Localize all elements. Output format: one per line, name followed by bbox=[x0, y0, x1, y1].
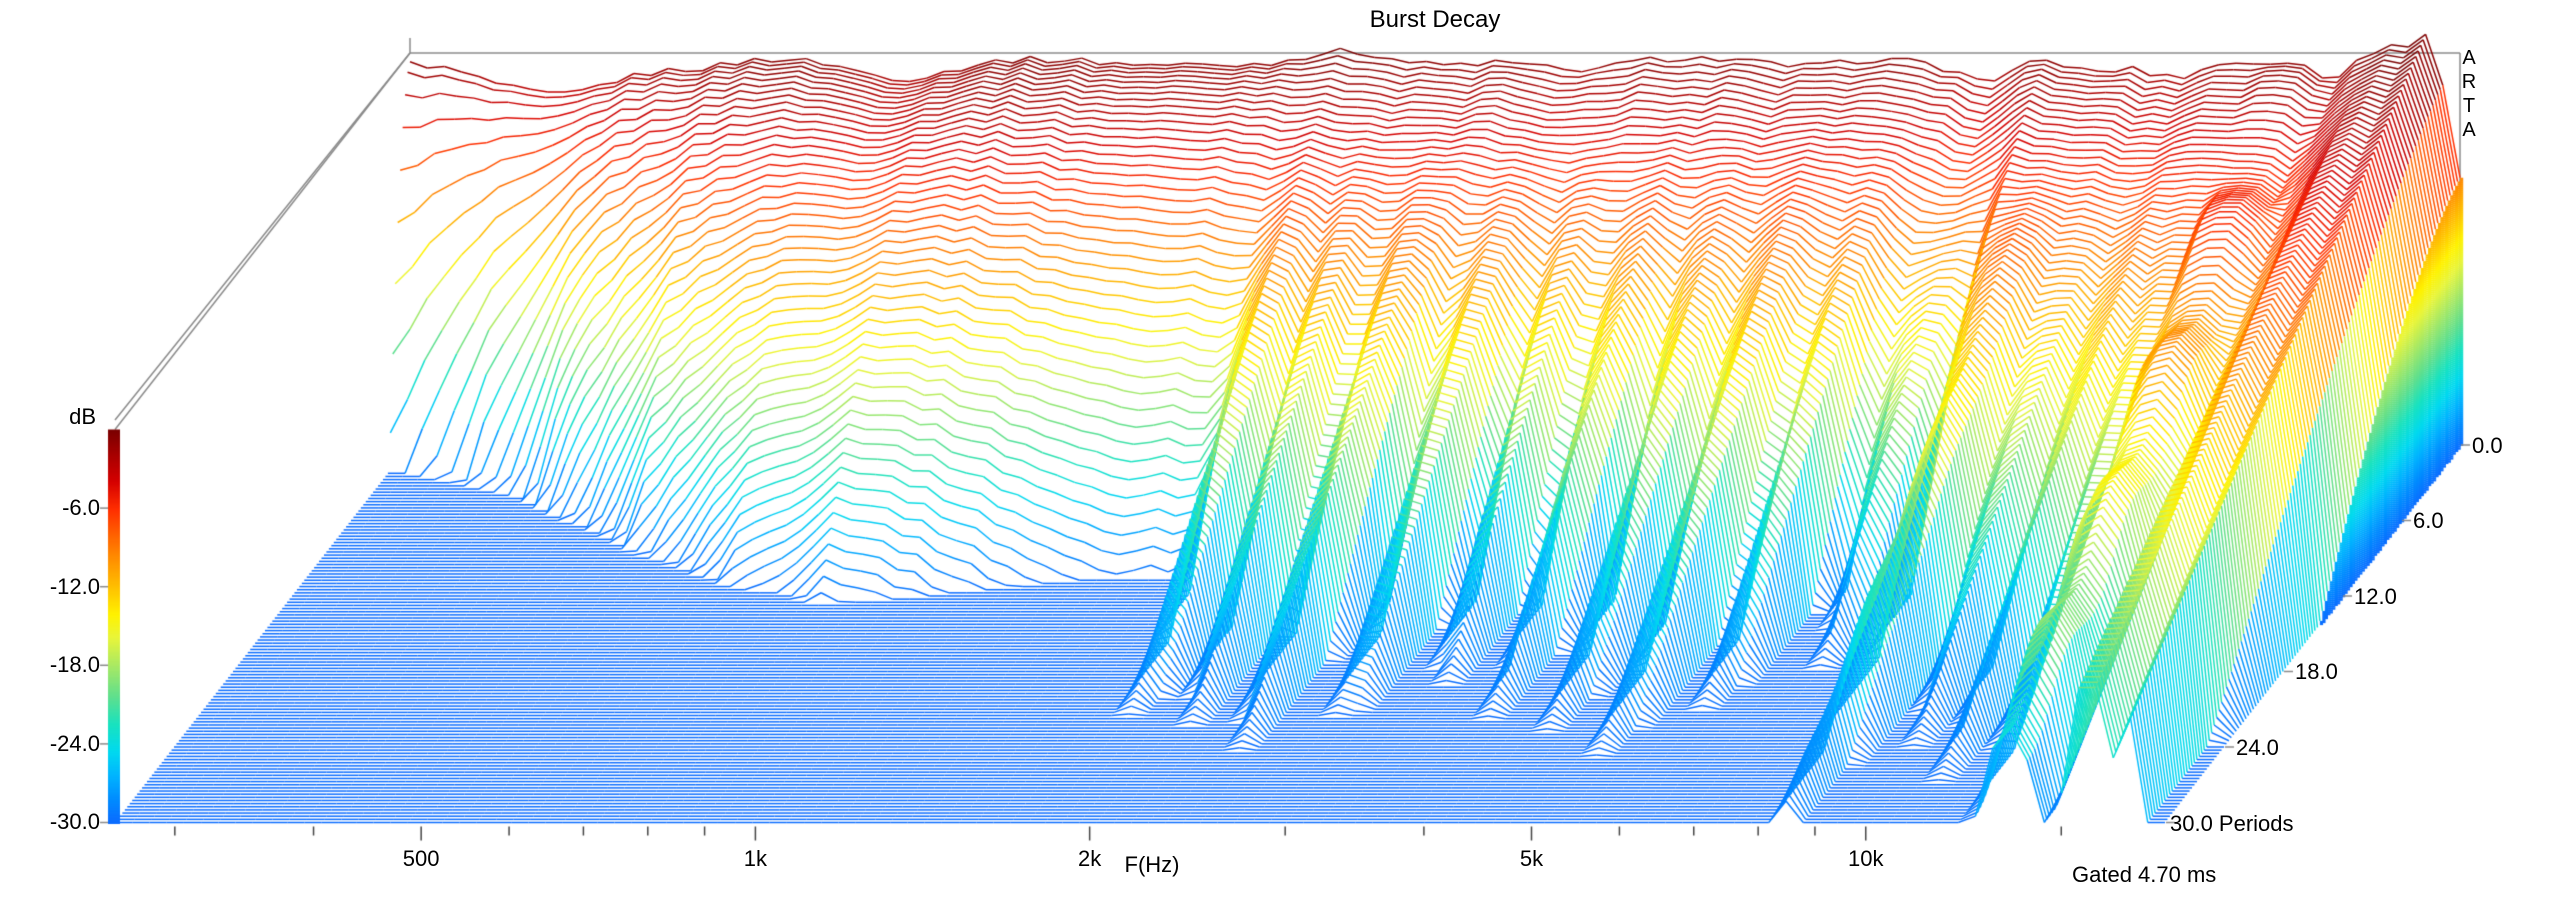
gate-time-note: Gated 4.70 ms bbox=[2072, 862, 2217, 887]
periods-end-label: 30.0 Periods bbox=[2170, 811, 2294, 836]
periods-tick-label: 0.0 bbox=[2472, 433, 2503, 458]
db-tick-label: -24.0 bbox=[49, 730, 100, 756]
arta-watermark: A R T A bbox=[2458, 46, 2480, 142]
periods-tick-label: 18.0 bbox=[2295, 659, 2338, 685]
db-axis-label: dB bbox=[69, 404, 96, 429]
arta-letter: A bbox=[2462, 47, 2476, 69]
freq-tick-label: 5k bbox=[1519, 846, 1544, 871]
arta-letter: A bbox=[2462, 119, 2476, 141]
freq-tick-label: 1k bbox=[743, 846, 768, 871]
periods-tick-label: 24.0 bbox=[2236, 734, 2279, 760]
freq-tick-label: 500 bbox=[402, 846, 440, 871]
db-tick-label: -30.0 bbox=[49, 809, 100, 835]
periods-tick-label: 6.0 bbox=[2413, 508, 2444, 534]
arta-letter: T bbox=[2462, 95, 2476, 117]
freq-tick-label: 10k bbox=[1847, 846, 1884, 871]
periods-tick-label: 12.0 bbox=[2354, 583, 2397, 609]
db-tick-label: -6.0 bbox=[62, 495, 100, 521]
freq-tick-label: 2k bbox=[1078, 846, 1102, 871]
freq-axis-label: F(Hz) bbox=[1124, 852, 1180, 877]
db-tick-label: -12.0 bbox=[49, 573, 100, 599]
db-tick-label: -18.0 bbox=[49, 652, 100, 678]
page-title: Burst Decay bbox=[1369, 6, 1501, 33]
arta-letter: R bbox=[2461, 71, 2477, 93]
